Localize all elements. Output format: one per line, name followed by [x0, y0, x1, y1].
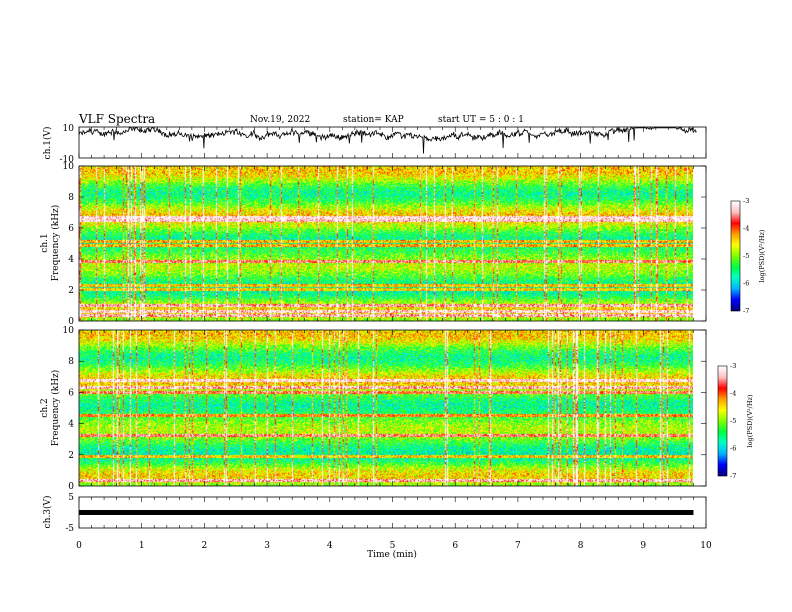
time-tick-label-9: 9 — [640, 541, 646, 551]
ch2-spec-ytick-label-2: 4 — [68, 420, 74, 430]
ch2-colorbar-tick-0: -3 — [730, 362, 736, 370]
ch1-spec-ytick-label-0: 0 — [68, 317, 74, 327]
ch2-spectrogram-panel: 0 2 4 6 8 10 ch.2 Frequency (kHz) — [40, 326, 707, 492]
ch1-ytick-top: 10 — [63, 124, 75, 134]
ch2-spectrogram-xticks — [78, 330, 707, 486]
ch2-spectrogram-image — [79, 330, 693, 486]
ch1-spectrogram-image — [79, 166, 693, 321]
ch1-spec-ytick-label-4: 8 — [68, 193, 74, 203]
ch1-colorbar-tick-0: -3 — [743, 197, 749, 205]
time-tick-label-8: 8 — [578, 541, 584, 551]
ch2-colorbar-ticks: -3 -4 -5 -6 -7 — [730, 362, 736, 480]
ch3-waveform-ticks — [78, 497, 707, 528]
figure-title: VLF Spectra — [78, 112, 155, 126]
station-label: station= KAP — [343, 115, 404, 125]
time-tick-label-5: 5 — [390, 541, 396, 551]
ch1-spec-ytick-label-2: 4 — [68, 255, 74, 265]
ch3-ytick-bottom: -5 — [65, 524, 74, 534]
start-time-label: start UT = 5 : 0 : 1 — [438, 115, 524, 125]
time-tick-label-6: 6 — [452, 541, 458, 551]
ch2-spec-ytick-label-0: 0 — [68, 482, 74, 492]
ch1-spectrogram-xticks — [78, 166, 707, 321]
ch2-colorbar-tick-4: -7 — [730, 472, 736, 480]
time-tick-label-3: 3 — [264, 541, 270, 551]
ch1-colorbar: -3 -4 -5 -6 -7 log(PSD)(V²/Hz) — [730, 197, 766, 315]
ch2-spec-ytick-label-3: 6 — [68, 388, 74, 398]
time-tick-label-2: 2 — [202, 541, 208, 551]
time-axis-tick-labels: 0 1 2 3 4 5 6 7 8 9 10 — [76, 541, 712, 551]
ch1-ytick-bottom: -10 — [60, 155, 75, 165]
ch1-waveform-line — [78, 126, 697, 154]
ch2-colorbar-label: log(PSD)(V²/Hz) — [746, 394, 754, 447]
time-tick-label-7: 7 — [515, 541, 521, 551]
ch2-colorbar-tick-2: -5 — [730, 417, 736, 425]
ch2-colorbar-tick-3: -6 — [730, 445, 736, 453]
time-tick-label-1: 1 — [139, 541, 145, 551]
ch2-colorbar-tick-1: -4 — [730, 390, 736, 398]
ch1-colorbar-tick-1: -4 — [743, 225, 749, 233]
ch1-colorbar-ticks: -3 -4 -5 -6 -7 — [743, 197, 749, 315]
ch1-spec-ytick-label-5: 10 — [63, 162, 75, 172]
ch2-spectrogram-ylabel-frequency: Frequency (kHz) — [50, 370, 61, 447]
date-label: Nov.19, 2022 — [250, 115, 310, 125]
ch1-ylabel: ch.1(V) — [42, 127, 53, 160]
time-tick-label-0: 0 — [76, 541, 82, 551]
ch1-waveform-panel: 10 -10 ch.1(V) — [42, 124, 707, 165]
ch1-waveform-ticks — [78, 127, 707, 158]
ch3-ylabel: ch.3(V) — [42, 496, 53, 529]
ch1-colorbar-tick-2: -5 — [743, 252, 749, 260]
ch1-spectrogram-ylabel-frequency: Frequency (kHz) — [50, 205, 61, 282]
ch1-spec-ytick-label-3: 6 — [68, 224, 74, 234]
ch1-spectrogram-ylabel-channel: ch.1 — [40, 233, 50, 252]
time-tick-label-10: 10 — [700, 541, 712, 551]
ch1-spec-ytick-label-1: 2 — [68, 286, 74, 296]
ch3-waveform-band — [79, 510, 694, 515]
ch3-ytick-top: 5 — [68, 493, 74, 503]
time-tick-label-4: 4 — [327, 541, 333, 551]
ch3-waveform-panel: 5 -5 ch.3(V) — [42, 493, 707, 534]
ch1-colorbar-label: log(PSD)(V²/Hz) — [758, 229, 766, 282]
ch1-spectrogram-panel: 0 2 4 6 8 10 ch.1 Frequency (kHz) — [40, 162, 707, 327]
ch2-spec-ytick-label-5: 10 — [63, 326, 75, 336]
ch1-colorbar-tick-4: -7 — [743, 307, 749, 315]
ch2-spectrogram-ylabel-channel: ch.2 — [40, 398, 50, 417]
ch2-colorbar: -3 -4 -5 -6 -7 log(PSD)(V²/Hz) — [717, 362, 754, 480]
ch1-colorbar-image — [731, 201, 740, 311]
ch2-spec-ytick-label-4: 8 — [68, 357, 74, 367]
ch2-spec-ytick-label-1: 2 — [68, 451, 74, 461]
ch2-spectrogram-yticks: 0 2 4 6 8 10 — [63, 326, 706, 492]
ch1-spectrogram-yticks: 0 2 4 6 8 10 — [63, 162, 706, 327]
ch1-colorbar-tick-3: -6 — [743, 280, 749, 288]
ch2-colorbar-image — [718, 366, 727, 476]
time-axis-label: Time (min) — [367, 549, 417, 560]
